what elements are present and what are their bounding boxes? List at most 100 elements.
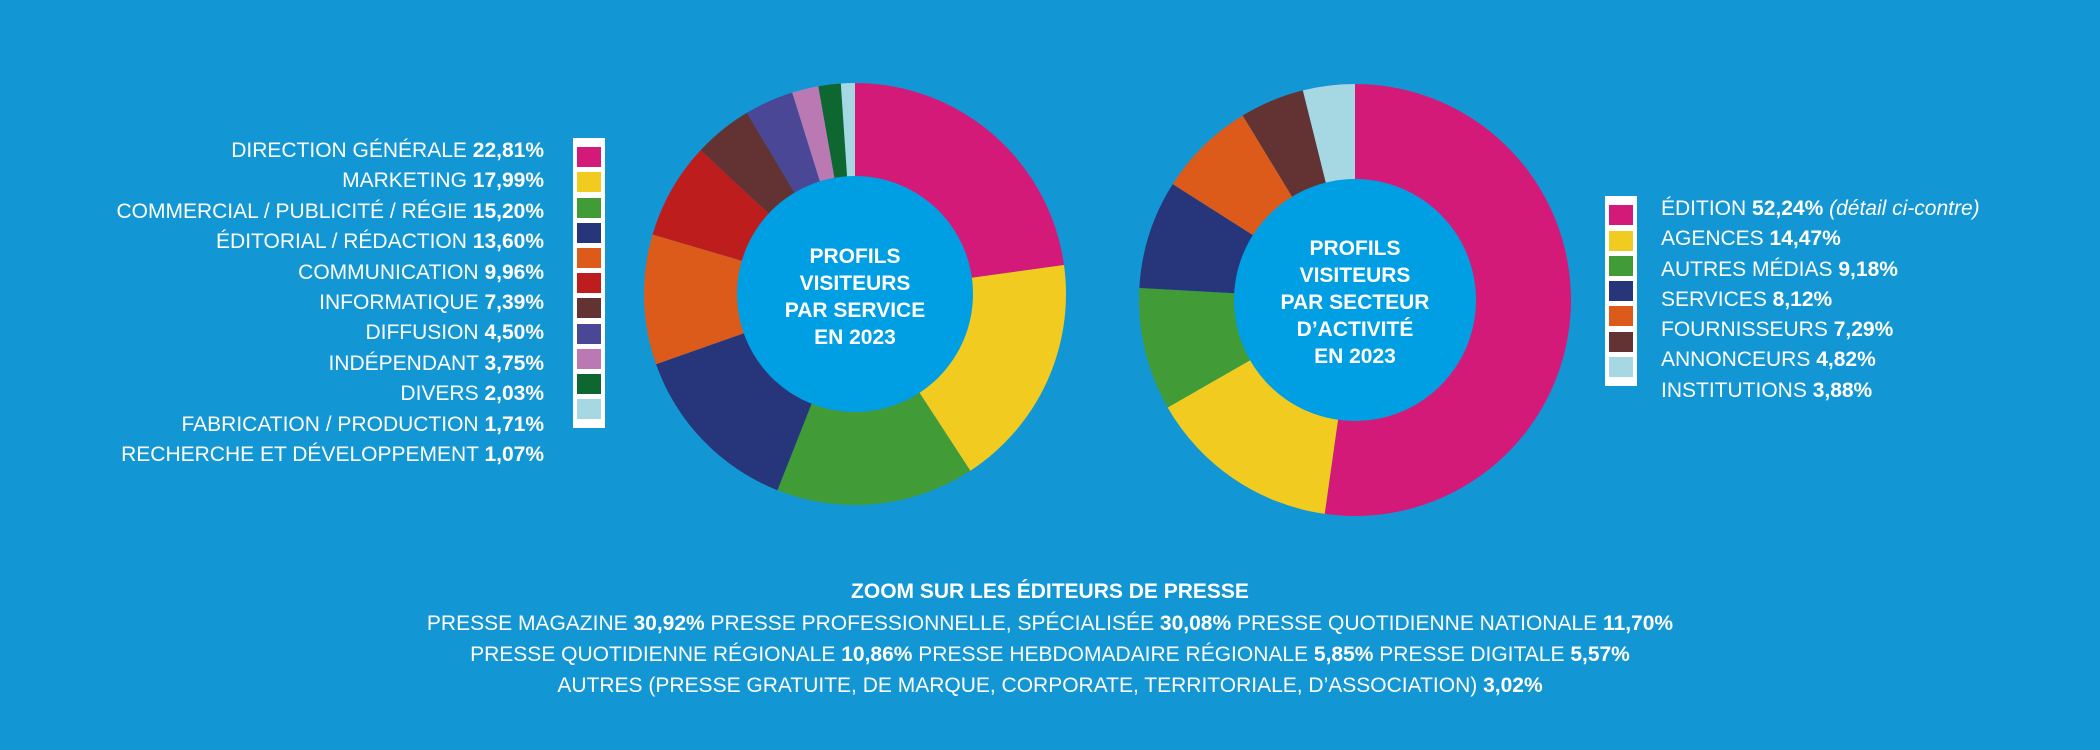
chart-title-line: VISITEURS: [799, 272, 911, 295]
legend-swatch: [1609, 255, 1633, 276]
press-line: PRESSE MAGAZINE 30,92% PRESSE PROFESSION…: [0, 608, 2100, 639]
press-category: PRESSE QUOTIDIENNE NATIONALE: [1236, 612, 1598, 635]
press-category: PRESSE QUOTIDIENNE RÉGIONALE: [470, 643, 836, 666]
chart-title-line: D’ACTIVITÉ: [1296, 318, 1414, 341]
legend-label: SERVICES: [1661, 287, 1767, 311]
chart-title-line: PROFILS: [1309, 237, 1401, 260]
legend-item: ÉDITORIAL / RÉDACTION 13,60%: [116, 227, 544, 257]
press-value: 3,02%: [1483, 674, 1543, 697]
legend-swatch: [577, 247, 601, 268]
legend-swatch: [577, 399, 601, 420]
press-value: 10,86%: [841, 643, 913, 666]
legend-swatch: [577, 197, 601, 218]
legend-item: DIRECTION GÉNÉRALE 22,81%: [116, 136, 544, 166]
legend-value: 1,07%: [484, 442, 544, 466]
press-zoom: ZOOM SUR LES ÉDITEURS DE PRESSE PRESSE M…: [0, 576, 2100, 701]
legend-item: DIVERS 2,03%: [116, 379, 544, 409]
press-value: 5,85%: [1313, 643, 1374, 666]
legend-swatch: [1609, 281, 1633, 302]
legend-value: 1,71%: [484, 412, 544, 436]
legend-swatch: [1609, 230, 1633, 251]
press-category: AUTRES (PRESSE GRATUITE, DE MARQUE, CORP…: [557, 674, 1478, 697]
legend-value: 3,75%: [484, 351, 544, 375]
legend-value: 7,29%: [1833, 318, 1894, 342]
legend-item: INFORMATIQUE 7,39%: [116, 288, 544, 318]
legend-value: 3,88%: [1812, 378, 1873, 402]
chart-title-line: PAR SECTEUR: [1280, 291, 1430, 314]
press-value: 30,08%: [1159, 612, 1232, 635]
chart-title-line: VISITEURS: [1299, 264, 1411, 287]
press-line: PRESSE QUOTIDIENNE RÉGIONALE 10,86% PRES…: [0, 639, 2100, 670]
legend-label: FOURNISSEURS: [1661, 318, 1828, 342]
service-legend: DIRECTION GÉNÉRALE 22,81% MARKETING 17,99…: [116, 136, 544, 470]
legend-swatch: [577, 323, 601, 344]
legend-value: 9,18%: [1838, 257, 1898, 281]
legend-value: 13,60%: [472, 230, 544, 254]
sector-legend-swatches: [1605, 196, 1637, 387]
legend-label: ANNONCEURS: [1661, 348, 1811, 372]
legend-item: SERVICES 8,12%: [1661, 285, 1980, 315]
legend-item: RECHERCHE ET DÉVELOPPEMENT 1,07%: [116, 440, 544, 470]
legend-value: 4,82%: [1816, 348, 1876, 372]
legend-item: AGENCES 14,47%: [1661, 224, 1980, 254]
legend-swatch: [577, 298, 601, 319]
legend-label: ÉDITION: [1661, 197, 1747, 220]
chart-title-line: EN 2023: [1314, 345, 1396, 368]
sector-legend: ÉDITION 52,24% (détail ci-contre) AGENCES…: [1661, 194, 1980, 406]
service-donut: [643, 83, 1067, 505]
sector-donut: [1139, 84, 1571, 516]
legend-note: (détail ci-contre): [1829, 197, 1980, 220]
legend-item: FOURNISSEURS 7,29%: [1661, 315, 1980, 345]
legend-swatch: [1609, 205, 1633, 226]
legend-value: 22,81%: [472, 139, 544, 162]
legend-swatch: [577, 273, 601, 294]
sector-chart-title: PROFILS VISITEURS PAR SECTEUR D’ACTIVITÉ EN …: [1255, 235, 1455, 370]
legend-item: FABRICATION / PRODUCTION 1,71%: [116, 410, 544, 440]
chart-title-line: PAR SERVICE: [784, 299, 926, 322]
legend-swatch: [1609, 331, 1633, 352]
legend-label: DIRECTION GÉNÉRALE: [231, 139, 467, 162]
legend-label: AGENCES: [1661, 227, 1764, 251]
press-value: 11,70%: [1603, 612, 1674, 635]
legend-label: DIVERS: [400, 382, 479, 406]
legend-label: MARKETING: [342, 169, 467, 193]
press-category: PRESSE HEBDOMADAIRE RÉGIONALE: [918, 643, 1309, 666]
legend-item: COMMUNICATION 9,96%: [116, 258, 544, 288]
legend-value: 9,96%: [484, 260, 544, 284]
legend-label: INFORMATIQUE: [319, 290, 479, 314]
legend-value: 17,99%: [472, 169, 544, 193]
donut-center: [737, 176, 973, 412]
legend-label: COMMUNICATION: [298, 260, 479, 284]
legend-swatch: [577, 348, 601, 369]
legend-swatch: [577, 172, 601, 193]
legend-label: RECHERCHE ET DÉVELOPPEMENT: [121, 442, 479, 466]
legend-item: COMMERCIAL / PUBLICITÉ / RÉGIE 15,20%: [116, 197, 544, 227]
legend-value: 15,20%: [472, 199, 544, 223]
service-legend-swatches: [573, 138, 605, 429]
legend-item: ÉDITION 52,24% (détail ci-contre): [1661, 194, 1980, 224]
legend-item: MARKETING 17,99%: [116, 166, 544, 196]
legend-value: 8,12%: [1772, 287, 1833, 311]
legend-item: INSTITUTIONS 3,88%: [1661, 376, 1980, 406]
legend-swatch: [577, 373, 601, 394]
press-category: PRESSE MAGAZINE: [426, 612, 628, 635]
legend-item: AUTRES MÉDIAS 9,18%: [1661, 255, 1980, 285]
legend-label: INSTITUTIONS: [1661, 378, 1807, 402]
service-chart-title: PROFILS VISITEURS PAR SERVICE EN 2023: [755, 243, 955, 351]
chart-title-line: PROFILS: [809, 245, 901, 268]
legend-label: FABRICATION / PRODUCTION: [181, 412, 479, 436]
press-line: AUTRES (PRESSE GRATUITE, DE MARQUE, CORP…: [0, 670, 2100, 701]
legend-label: ÉDITORIAL / RÉDACTION: [216, 230, 467, 254]
press-category: PRESSE DIGITALE: [1379, 643, 1565, 666]
press-category: PRESSE PROFESSIONNELLE, SPÉCIALISÉE: [710, 612, 1155, 635]
legend-label: INDÉPENDANT: [328, 351, 479, 375]
legend-swatch: [1609, 306, 1633, 327]
legend-swatch: [577, 222, 601, 243]
legend-swatch: [1609, 357, 1633, 378]
donut-center: [1234, 179, 1476, 421]
legend-value: 7,39%: [484, 290, 544, 314]
legend-label: COMMERCIAL / PUBLICITÉ / RÉGIE: [116, 199, 467, 223]
legend-item: DIFFUSION 4,50%: [116, 318, 544, 348]
legend-label: DIFFUSION: [365, 321, 479, 345]
